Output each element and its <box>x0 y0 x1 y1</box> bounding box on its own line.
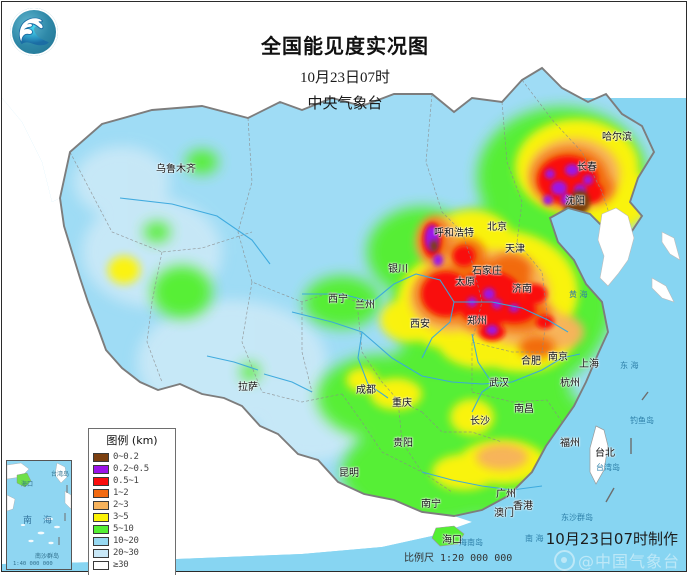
city-label-21: 上海 <box>579 359 599 370</box>
sea-label-6: 东沙群岛 <box>561 513 593 522</box>
city-label-14: 郑州 <box>467 316 487 327</box>
weibo-icon <box>553 549 575 571</box>
city-label-0: 乌鲁木齐 <box>156 164 196 175</box>
city-label-15: 拉萨 <box>238 382 258 393</box>
city-label-6: 天津 <box>505 244 525 255</box>
sea-label-1: 东 海 <box>620 361 639 370</box>
logo-glyph: 🌊 <box>17 16 51 47</box>
legend-label: 0.5~1 <box>113 476 139 486</box>
legend-label: 2~3 <box>113 500 129 510</box>
city-label-29: 广州 <box>496 489 516 500</box>
legend-label: 20~30 <box>113 548 139 558</box>
city-label-17: 重庆 <box>392 398 412 409</box>
legend-label: 10~20 <box>113 536 139 546</box>
city-label-1: 哈尔滨 <box>602 132 632 143</box>
legend-row: 5~10 <box>93 523 171 535</box>
city-label-2: 长春 <box>577 162 597 173</box>
legend-row: 1~2 <box>93 487 171 499</box>
city-label-5: 北京 <box>487 222 507 233</box>
legend-label: 0.2~0.5 <box>113 464 149 474</box>
sea-label-2: 南 海 <box>525 534 544 543</box>
city-label-10: 济南 <box>512 284 532 295</box>
city-label-7: 银川 <box>388 264 408 275</box>
production-time-stamp: 10月23日07时制作 <box>545 530 678 548</box>
city-label-13: 西安 <box>410 319 430 330</box>
inset-label-0: 南 海 <box>23 516 56 526</box>
city-label-33: 海口 <box>442 535 462 546</box>
city-label-16: 成都 <box>356 385 376 396</box>
legend-label: 3~5 <box>113 512 129 522</box>
legend-row: 0.2~0.5 <box>93 463 171 475</box>
city-label-22: 杭州 <box>560 378 580 389</box>
city-label-27: 福州 <box>560 438 580 449</box>
city-label-19: 合肥 <box>521 356 541 367</box>
city-label-20: 南京 <box>548 352 568 363</box>
city-label-8: 石家庄 <box>472 266 502 277</box>
city-label-4: 呼和浩特 <box>434 228 474 239</box>
city-label-11: 西宁 <box>328 294 348 305</box>
legend-row: 0~0.2 <box>93 451 171 463</box>
legend-label: ≥30 <box>113 560 129 570</box>
city-label-9: 太原 <box>455 277 475 288</box>
legend-swatch <box>93 536 109 546</box>
legend-swatch <box>93 476 109 486</box>
weibo-watermark: @中国气象台 <box>553 548 680 572</box>
city-label-26: 昆明 <box>339 468 359 479</box>
legend-row: ≥30 <box>93 559 171 571</box>
legend-swatch <box>93 464 109 474</box>
legend-swatch <box>93 488 109 498</box>
legend-label: 1~2 <box>113 488 129 498</box>
city-label-28: 台北 <box>595 448 615 459</box>
city-label-3: 沈阳 <box>565 196 585 207</box>
inset-scale-text: 1:40 000 000 <box>13 561 53 567</box>
city-label-12: 兰州 <box>355 300 375 311</box>
city-label-30: 香港 <box>513 501 533 512</box>
legend-label: 5~10 <box>113 524 134 534</box>
cma-dragon-logo-icon: 🌊 <box>10 8 58 56</box>
sea-label-5: 钓鱼岛 <box>630 416 654 425</box>
legend-row: 10~20 <box>93 535 171 547</box>
legend-row: 20~30 <box>93 547 171 559</box>
inset-label-2: 海口 <box>21 481 34 488</box>
legend-title: 图例 (km) <box>106 434 158 447</box>
legend-swatch <box>93 512 109 522</box>
legend-swatch <box>93 560 109 570</box>
south-china-sea-inset-map: 南 海 台湾岛海口南沙群岛 1:40 000 000 <box>6 460 72 570</box>
legend-swatch <box>93 548 109 558</box>
sea-label-4: 海南岛 <box>459 538 483 547</box>
city-label-25: 贵阳 <box>393 438 413 449</box>
city-label-32: 南宁 <box>421 499 441 510</box>
legend-swatch <box>93 452 109 462</box>
inset-label-1: 台湾岛 <box>51 471 70 478</box>
legend-label: 0~0.2 <box>113 452 139 462</box>
legend-rows: 0~0.2 0.2~0.5 0.5~1 1~2 2~3 3~5 5~10 10~20 20~30… <box>93 451 171 571</box>
city-label-24: 长沙 <box>470 416 490 427</box>
inset-label-3: 南沙群岛 <box>35 553 60 560</box>
city-label-31: 澳门 <box>494 508 514 519</box>
map-scale-text: 比例尺 1:20 000 000 <box>404 553 513 564</box>
weibo-handle: @中国气象台 <box>577 552 680 571</box>
legend-row: 3~5 <box>93 511 171 523</box>
city-label-18: 武汉 <box>489 378 509 389</box>
city-label-23: 南昌 <box>514 404 534 415</box>
legend-swatch <box>93 500 109 510</box>
legend-swatch <box>93 524 109 534</box>
sea-label-3: 台湾岛 <box>596 463 620 472</box>
sea-label-0: 黄 海 <box>569 290 588 299</box>
legend-row: 0.5~1 <box>93 475 171 487</box>
legend-row: 2~3 <box>93 499 171 511</box>
legend-panel: 图例 (km) 0~0.2 0.2~0.5 0.5~1 1~2 2~3 3~5 5~10 10… <box>88 428 176 575</box>
